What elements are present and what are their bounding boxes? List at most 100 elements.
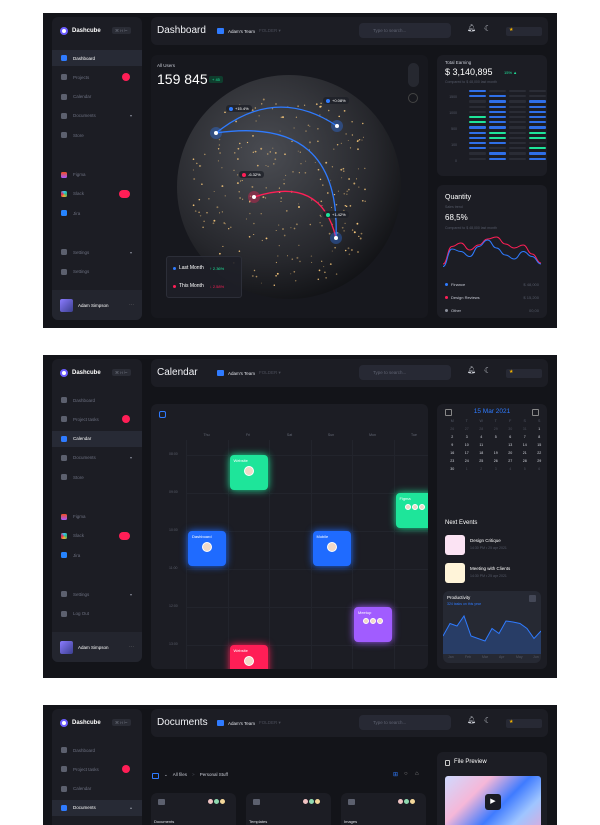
sidebar-item-store[interactable]: Store bbox=[52, 469, 142, 485]
collapse-shortcut[interactable]: ⌘ H ⊢ bbox=[112, 719, 131, 726]
sidebar-item-dashboard[interactable]: Dashboard bbox=[52, 50, 142, 66]
sidebar-item-settings[interactable]: Settings ▾ bbox=[52, 244, 142, 260]
calendar-date[interactable]: 15 bbox=[537, 443, 542, 447]
collapse-shortcut[interactable]: ⌘ H ⊢ bbox=[112, 369, 131, 376]
globe-marker[interactable]: +15.4% bbox=[226, 105, 252, 112]
more-icon[interactable]: ··· bbox=[129, 644, 134, 650]
event-name[interactable]: Design Critique bbox=[470, 538, 501, 543]
calendar-date[interactable]: 29 bbox=[493, 427, 498, 431]
folder-card[interactable]: Templates bbox=[246, 793, 331, 825]
globe-marker[interactable]: +1.42% bbox=[323, 211, 349, 218]
calendar-date[interactable]: 4 bbox=[509, 467, 512, 471]
event-name[interactable]: Meeting with Clients bbox=[470, 566, 511, 571]
calendar-date[interactable]: 5 bbox=[523, 467, 526, 471]
calendar-date[interactable]: 6 bbox=[509, 435, 512, 439]
user-profile[interactable]: Adam Simpson ··· bbox=[52, 632, 142, 662]
logo[interactable]: Dashcube bbox=[60, 719, 101, 727]
calendar-date[interactable]: 23 bbox=[450, 459, 455, 463]
sidebar-item-figma[interactable]: Figma bbox=[52, 167, 142, 183]
sidebar-item-dashboard[interactable]: Dashboard bbox=[52, 742, 142, 758]
logo[interactable]: Dashcube bbox=[60, 27, 101, 35]
calendar-date[interactable]: 2 bbox=[480, 467, 483, 471]
breadcrumb-item[interactable]: Personal Stuff bbox=[199, 772, 228, 777]
favorites-button[interactable]: ★ bbox=[506, 369, 542, 378]
team-selector[interactable]: Adam's Team FOLDER ▾ bbox=[217, 370, 281, 376]
sidebar-item-calendar[interactable]: Calendar bbox=[52, 781, 142, 797]
breadcrumb-item[interactable]: All files bbox=[172, 772, 188, 777]
play-button[interactable]: ▶ bbox=[485, 794, 501, 810]
calendar-date[interactable]: 7 bbox=[523, 435, 526, 439]
calendar-event[interactable]: Website bbox=[229, 455, 268, 490]
sidebar-item-log-out[interactable]: Log Out bbox=[52, 606, 142, 622]
user-profile[interactable]: Adam Simpson ··· bbox=[52, 290, 142, 320]
calendar-date[interactable]: 26 bbox=[450, 427, 455, 431]
sidebar-item-settings[interactable]: Settings bbox=[52, 264, 142, 280]
calendar-date[interactable]: 13 bbox=[508, 443, 513, 447]
calendar-date[interactable]: 21 bbox=[522, 451, 527, 455]
calendar-date[interactable]: 20 bbox=[508, 451, 513, 455]
calendar-date[interactable]: 22 bbox=[537, 451, 542, 455]
globe-marker[interactable]: +0.08% bbox=[323, 97, 349, 104]
moon-icon[interactable]: ☾ bbox=[484, 366, 492, 375]
sidebar-item-project-tasks[interactable]: Project tasks bbox=[52, 411, 142, 427]
calendar-date[interactable]: 3 bbox=[494, 467, 497, 471]
sidebar-item-project-tasks[interactable]: Project tasks bbox=[52, 761, 142, 777]
globe-marker[interactable]: -6.32% bbox=[239, 171, 264, 178]
sidebar-item-calendar[interactable]: Calendar bbox=[52, 89, 142, 105]
search-input[interactable]: Type to search... bbox=[359, 365, 451, 380]
sidebar-item-slack[interactable]: Slack bbox=[52, 528, 142, 544]
calendar-date[interactable]: 2 bbox=[451, 435, 454, 439]
more-icon[interactable]: ··· bbox=[129, 302, 134, 308]
calendar-date[interactable]: 27 bbox=[464, 427, 469, 431]
folder-nav-icon[interactable] bbox=[152, 773, 159, 779]
bell-icon[interactable]: 🔔︎ bbox=[467, 367, 476, 374]
sidebar-item-slack[interactable]: Slack bbox=[52, 186, 142, 202]
logo[interactable]: Dashcube bbox=[60, 369, 101, 377]
calendar-event[interactable]: Meetup bbox=[354, 607, 392, 642]
search-input[interactable]: Type to search... bbox=[359, 23, 451, 38]
calendar-date[interactable]: 10 bbox=[464, 443, 469, 447]
calendar-date[interactable]: 31 bbox=[522, 427, 527, 431]
calendar-date[interactable]: 18 bbox=[479, 451, 484, 455]
sidebar-item-settings[interactable]: Settings ▾ bbox=[52, 586, 142, 602]
productivity-menu-button[interactable] bbox=[529, 595, 536, 602]
calendar-date[interactable]: 30 bbox=[450, 467, 455, 471]
calendar-date[interactable]: 28 bbox=[522, 459, 527, 463]
calendar-date[interactable]: 9 bbox=[451, 443, 454, 447]
calendar-date[interactable]: 30 bbox=[508, 427, 513, 431]
home-icon[interactable]: ⌂ bbox=[415, 771, 419, 777]
team-selector[interactable]: Adam's Team FOLDER ▾ bbox=[217, 28, 281, 34]
calendar-date[interactable]: 4 bbox=[480, 435, 483, 439]
calendar-date[interactable]: 1 bbox=[538, 427, 541, 431]
calendar-date[interactable]: 16 bbox=[450, 451, 455, 455]
chevron-icon[interactable]: ▾ bbox=[129, 455, 132, 461]
sidebar-item-documents[interactable]: Documents ▾ bbox=[52, 108, 142, 124]
sidebar-item-store[interactable]: Store bbox=[52, 127, 142, 143]
bell-icon[interactable]: 🔔︎ bbox=[467, 717, 476, 724]
favorites-button[interactable]: ★ bbox=[506, 27, 542, 36]
chevron-icon[interactable]: ▾ bbox=[129, 249, 132, 255]
calendar-date[interactable]: 17 bbox=[464, 451, 469, 455]
calendar-event[interactable]: Mobile bbox=[312, 531, 351, 566]
calendar-date[interactable] bbox=[489, 443, 504, 447]
bell-icon[interactable]: 🔔︎ bbox=[467, 25, 476, 32]
calendar-date[interactable]: 27 bbox=[508, 459, 513, 463]
calendar-date[interactable]: 26 bbox=[493, 459, 498, 463]
calendar-date[interactable]: 28 bbox=[479, 427, 484, 431]
collapse-shortcut[interactable]: ⌘ H ⊢ bbox=[112, 27, 131, 34]
sidebar-item-jira[interactable]: Jira bbox=[52, 547, 142, 563]
locate-button[interactable] bbox=[408, 93, 418, 103]
sidebar-item-dashboard[interactable]: Dashboard bbox=[52, 392, 142, 408]
search-input[interactable]: Type to search... bbox=[359, 715, 451, 730]
calendar-view-icon[interactable] bbox=[159, 411, 166, 418]
moon-icon[interactable]: ☾ bbox=[484, 24, 492, 33]
calendar-date[interactable]: 25 bbox=[479, 459, 484, 463]
calendar-date[interactable]: 14 bbox=[522, 443, 527, 447]
calendar-event[interactable]: Dashboard bbox=[188, 531, 226, 566]
search-icon[interactable]: ○ bbox=[404, 771, 408, 777]
zoom-slider[interactable] bbox=[408, 63, 419, 87]
sidebar-item-documents[interactable]: Documents ▾ bbox=[52, 450, 142, 466]
sidebar-item-documents[interactable]: Documents ▴ bbox=[52, 799, 142, 816]
calendar-date[interactable]: 6 bbox=[538, 467, 541, 471]
favorites-button[interactable]: ★ bbox=[506, 719, 542, 728]
